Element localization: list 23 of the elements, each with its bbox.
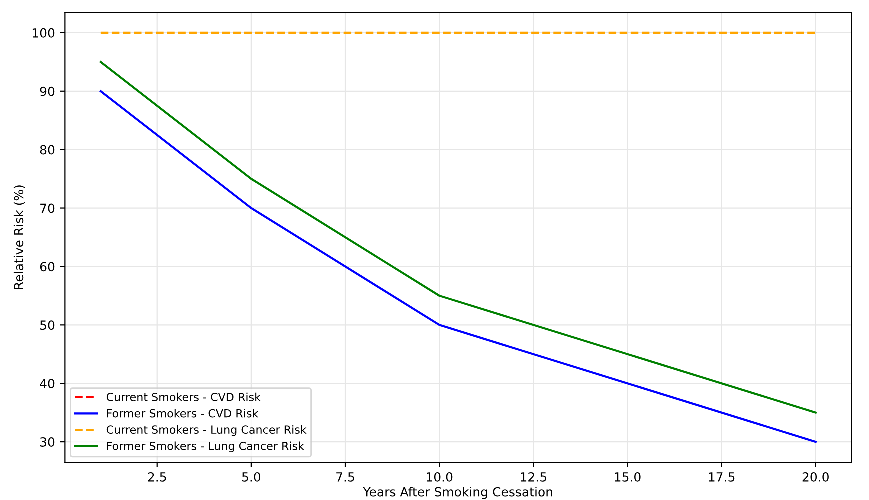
y-tick-label: 100	[32, 28, 55, 38]
x-tick-label: 5.0	[242, 472, 261, 482]
x-tick-label: 20.0	[802, 472, 829, 482]
line-series	[100, 90, 817, 444]
y-tick-label: 70	[40, 204, 55, 214]
y-tick-label: 30	[40, 438, 55, 447]
y-tick-label: 40	[40, 379, 55, 389]
legend-label: Current Smokers - Lung Cancer Risk	[106, 425, 307, 436]
x-tick-label: 7.5	[336, 472, 354, 482]
x-tick-label: 2.5	[148, 472, 166, 482]
x-tick-label: 15.0	[615, 472, 641, 482]
x-tick-label: 17.5	[709, 472, 735, 482]
x-tick-label: 12.5	[521, 472, 546, 482]
y-tick-label: 90	[40, 86, 55, 96]
y-tick-label: 50	[40, 320, 55, 330]
y-axis-title: Relative Risk (%)	[14, 186, 26, 290]
legend-label: Former Smokers - CVD Risk	[107, 409, 259, 418]
y-tick-label: 80	[40, 145, 55, 155]
y-tick-label: 60	[40, 262, 55, 272]
x-tick-label: 10.0	[427, 472, 453, 482]
legend-label: Current Smokers - CVD Risk	[106, 392, 261, 402]
x-axis-title: Years After Smoking Cessation	[363, 487, 552, 500]
legend-label: Former Smokers - Lung Cancer Risk	[107, 442, 304, 452]
